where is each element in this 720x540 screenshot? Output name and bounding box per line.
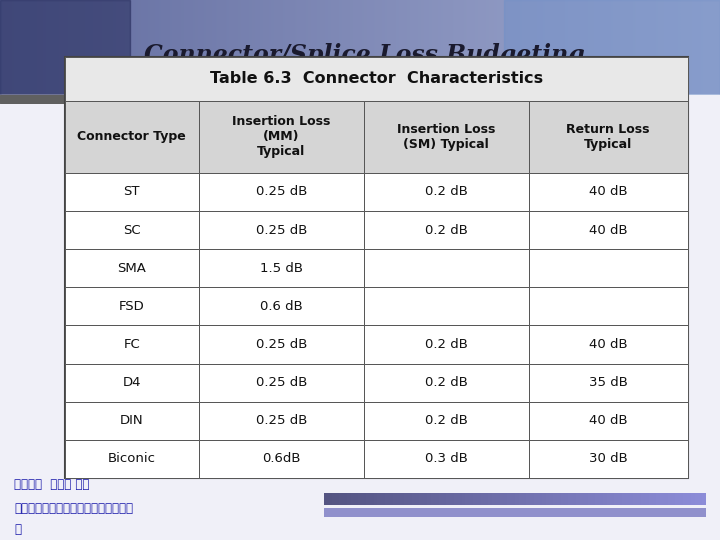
Text: 0.2 dB: 0.2 dB — [425, 185, 468, 199]
Bar — [364, 249, 528, 287]
Bar — [528, 249, 688, 287]
Bar — [528, 326, 688, 363]
Bar — [364, 402, 528, 440]
Bar — [199, 363, 364, 402]
Text: 0.2 dB: 0.2 dB — [425, 376, 468, 389]
Bar — [65, 440, 199, 478]
Text: Insertion Loss
(SM) Typical: Insertion Loss (SM) Typical — [397, 123, 495, 151]
Text: 0.2 dB: 0.2 dB — [425, 414, 468, 427]
Text: Connector Type: Connector Type — [77, 130, 186, 144]
Text: FSD: FSD — [119, 300, 145, 313]
Bar — [65, 249, 199, 287]
Text: SMA: SMA — [117, 262, 146, 275]
Bar — [65, 363, 199, 402]
Bar — [364, 363, 528, 402]
Text: 40 dB: 40 dB — [589, 224, 628, 237]
Bar — [65, 326, 199, 363]
Bar — [528, 402, 688, 440]
Text: ST: ST — [124, 185, 140, 199]
Bar — [504, 0, 720, 94]
Bar — [0, 0, 130, 94]
Text: 0.25 dB: 0.25 dB — [256, 224, 307, 237]
Bar — [199, 326, 364, 363]
Text: 教育部顔同室光連訊系統教育成長計畫: 教育部顔同室光連訊系統教育成長計畫 — [14, 502, 133, 515]
Text: 40 dB: 40 dB — [589, 185, 628, 199]
Text: Insertion Loss
(MM)
Typical: Insertion Loss (MM) Typical — [232, 116, 330, 158]
Bar — [199, 173, 364, 211]
Bar — [199, 101, 364, 173]
Bar — [65, 101, 199, 173]
Text: 將: 將 — [14, 523, 22, 536]
Text: 0.25 dB: 0.25 dB — [256, 185, 307, 199]
Text: SC: SC — [123, 224, 140, 237]
Bar — [528, 101, 688, 173]
Text: 40 dB: 40 dB — [589, 338, 628, 351]
Bar — [199, 402, 364, 440]
Bar — [199, 249, 364, 287]
Text: 0.2 dB: 0.2 dB — [425, 338, 468, 351]
Bar — [528, 287, 688, 326]
Text: 0.6 dB: 0.6 dB — [260, 300, 302, 313]
Text: 0.2 dB: 0.2 dB — [425, 224, 468, 237]
Bar — [528, 440, 688, 478]
Bar — [65, 287, 199, 326]
Text: Biconic: Biconic — [108, 453, 156, 465]
Text: 1.5 dB: 1.5 dB — [260, 262, 302, 275]
Text: 0.25 dB: 0.25 dB — [256, 414, 307, 427]
Bar — [364, 173, 528, 211]
Bar — [199, 287, 364, 326]
Bar — [0, 96, 634, 103]
Bar — [528, 363, 688, 402]
Bar — [364, 326, 528, 363]
Text: 0.3 dB: 0.3 dB — [425, 453, 468, 465]
Bar — [199, 440, 364, 478]
Text: DIN: DIN — [120, 414, 143, 427]
Text: FC: FC — [123, 338, 140, 351]
Bar — [65, 211, 199, 249]
Bar — [364, 287, 528, 326]
Bar — [364, 211, 528, 249]
Text: 成功大學  黃振發 編撰: 成功大學 黃振發 編撰 — [14, 478, 90, 491]
Text: 0.25 dB: 0.25 dB — [256, 338, 307, 351]
Text: D4: D4 — [122, 376, 141, 389]
Bar — [65, 57, 688, 101]
Text: 0.25 dB: 0.25 dB — [256, 376, 307, 389]
Bar — [364, 440, 528, 478]
Bar — [199, 211, 364, 249]
Text: 40 dB: 40 dB — [589, 414, 628, 427]
Bar — [65, 173, 199, 211]
Text: 35 dB: 35 dB — [589, 376, 628, 389]
Bar — [364, 101, 528, 173]
Bar — [528, 211, 688, 249]
Bar — [528, 173, 688, 211]
Text: Connector/Splice Loss Budgeting: Connector/Splice Loss Budgeting — [144, 43, 585, 67]
Bar — [65, 402, 199, 440]
Text: 0.6dB: 0.6dB — [262, 453, 300, 465]
Text: Return Loss
Typical: Return Loss Typical — [567, 123, 650, 151]
Text: 30 dB: 30 dB — [589, 453, 628, 465]
Text: Table 6.3  Connector  Characteristics: Table 6.3 Connector Characteristics — [210, 71, 543, 86]
